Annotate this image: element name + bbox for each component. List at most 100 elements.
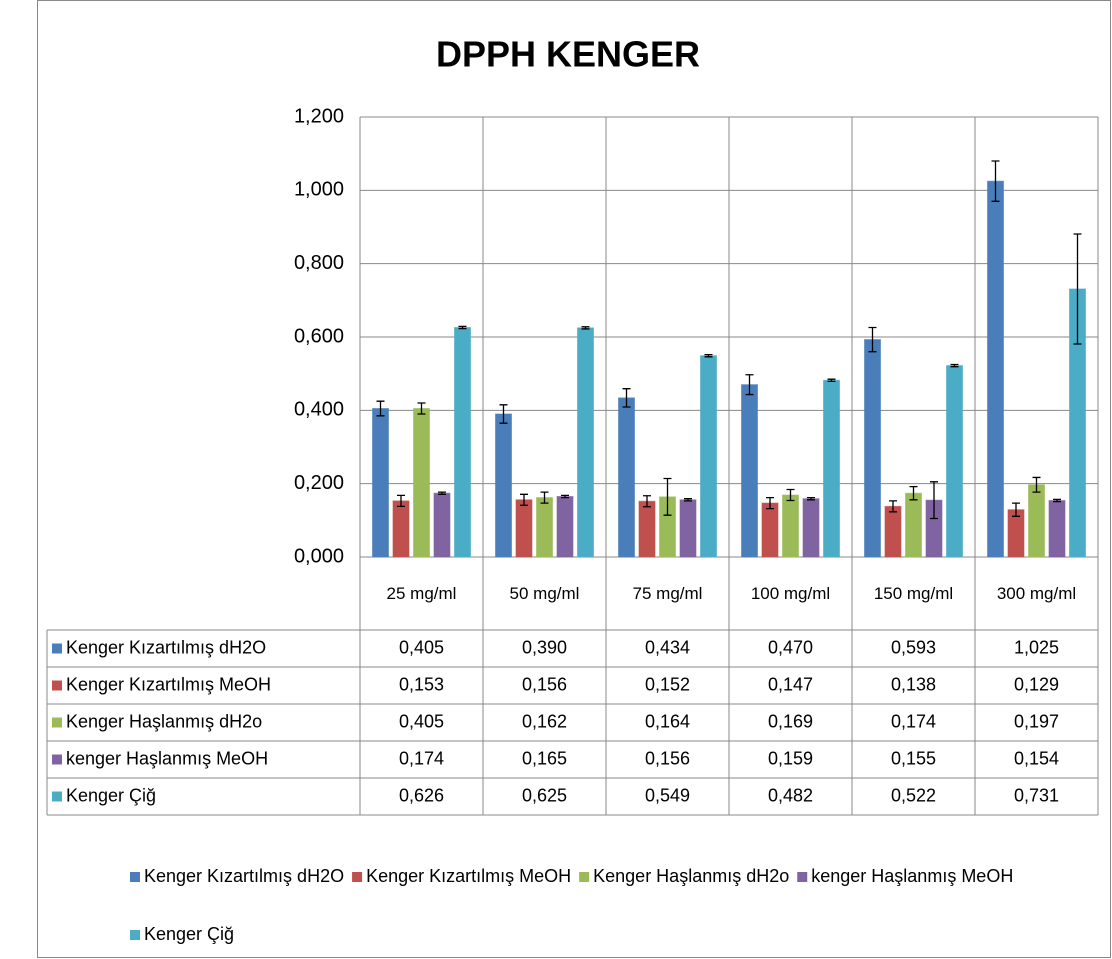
bar [618,397,635,558]
x-tick-label: 25 mg/ml [386,584,457,603]
bar [413,408,430,558]
table-value: 0,154 [1014,748,1059,768]
category-cell: 75 mg/ml [633,584,703,603]
error-bar [807,496,815,501]
bar [1048,500,1066,558]
table-value: 0,164 [645,711,690,731]
error-bar [704,353,713,358]
error-bar [520,493,528,506]
table-value: 0,169 [768,711,813,731]
legend-key [52,680,62,691]
error-bar [889,500,897,513]
error-bar [868,326,877,353]
chart-border [37,0,1111,958]
bar [741,384,758,558]
table-value: 0,162 [522,711,567,731]
table-value: 0,129 [1014,674,1059,694]
legend-key [52,643,62,654]
legend-key [352,872,363,882]
y-tick-label: 1,000 [294,179,344,201]
table-value: 0,405 [399,711,444,731]
bar [372,408,389,558]
error-bar [1012,502,1020,517]
table-value: 0,625 [522,785,567,805]
error-bar [643,495,651,508]
table-value: 0,152 [645,674,690,694]
legend-label: Kenger Kızartılmış dH2O [144,866,344,886]
table-value: 0,390 [522,637,567,657]
bar [679,499,697,558]
legend-key [130,930,140,940]
legend-label: kenger Haşlanmış MeOH [811,866,1013,886]
category-cell: 150 mg/ml [873,584,954,603]
bar [577,327,594,558]
table-value: 0,156 [522,674,567,694]
bar [946,365,963,558]
table-value: 0,174 [399,748,444,768]
bar [905,492,922,558]
bar [454,326,471,558]
table-value: 0,153 [399,674,444,694]
y-tick-label: 0,800 [294,252,344,274]
error-bar [581,326,590,330]
bar [495,413,512,558]
table-value: 0,197 [1014,711,1059,731]
table-value: 1,025 [1014,637,1059,657]
bar [700,355,717,558]
table-value: 0,138 [891,674,936,694]
legend-key [797,872,808,882]
legend-label: Kenger Haşlanmış dH2o [593,866,789,886]
error-bar [745,374,754,396]
table-value: 0,626 [399,785,444,805]
y-tick-label: 0,400 [294,399,344,421]
error-bar [1053,498,1061,503]
table-value: 0,470 [768,637,813,657]
category-cell: 25 mg/ml [386,584,457,603]
bar [433,492,451,558]
bar [802,498,820,558]
error-bar [930,481,938,520]
table-value: 0,593 [891,637,936,657]
table-value: 0,174 [891,711,936,731]
bar [761,502,779,558]
category-cell: 300 mg/ml [996,584,1077,603]
error-bar [417,402,426,415]
error-bar [663,477,672,516]
bar [782,494,799,558]
table-value: 0,549 [645,785,690,805]
table-value: 0,522 [891,785,936,805]
table-value: 0,165 [522,748,567,768]
x-tick-label: 300 mg/ml [996,584,1077,603]
legend-key [52,791,62,802]
table-value: 0,482 [768,785,813,805]
legend-key [130,872,140,882]
category-cell: 100 mg/ml [751,584,830,603]
y-tick-label: 0,000 [294,545,344,567]
error-bar [622,388,631,408]
table-series-name: Kenger Kızartılmış MeOH [66,674,271,694]
bar [1028,484,1045,558]
error-bar [950,363,959,368]
bar [987,180,1004,558]
error-bar [458,325,467,330]
error-bar [1032,476,1041,493]
table-value: 0,156 [645,748,690,768]
legend-key [52,717,62,728]
error-bar [684,498,692,502]
table-series-name: kenger Haşlanmış MeOH [66,748,268,768]
table-series-name: Kenger Kızartılmış dH2O [66,637,266,657]
chart-title: DPPH KENGER [436,34,700,75]
bar [823,379,840,558]
bar [536,497,553,558]
legend-label: Kenger Çiğ [144,924,234,944]
table-value: 0,159 [768,748,813,768]
table-value: 0,155 [891,748,936,768]
error-bar [991,160,1000,202]
bar [638,500,656,558]
error-bar [561,494,569,499]
legend-label: Kenger Kızartılmış MeOH [366,866,571,886]
x-tick-label: 150 mg/ml [873,584,954,603]
table-value: 0,434 [645,637,690,657]
table-value: 0,405 [399,637,444,657]
